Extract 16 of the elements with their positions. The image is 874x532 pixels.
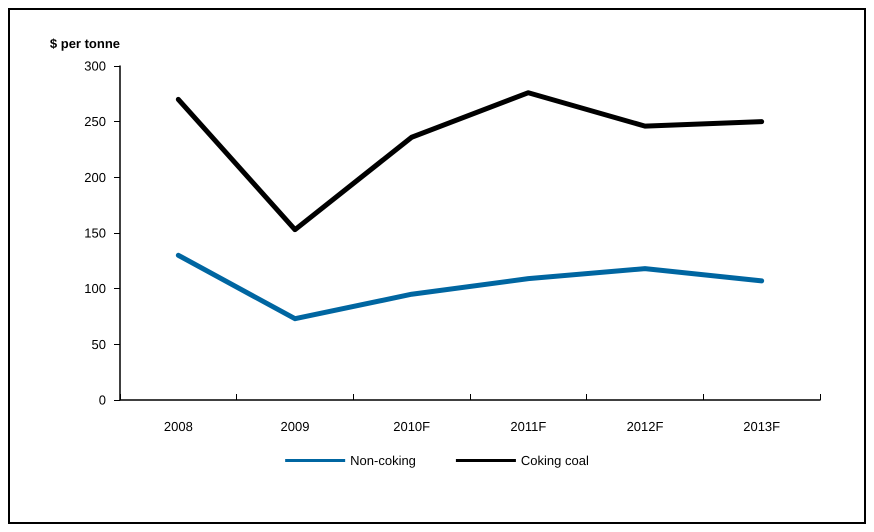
y-tick-label: 200 [84, 170, 106, 185]
y-tick-label: 300 [84, 58, 106, 74]
x-tick-label: 2010F [393, 419, 430, 434]
x-tick-label: 2009 [280, 419, 310, 434]
y-tick-label: 0 [98, 392, 106, 408]
y-tick-label: 100 [84, 281, 106, 296]
x-tick-label: 2012F [626, 419, 664, 434]
x-tick-label: 2008 [164, 419, 193, 434]
y-tick-label: 250 [84, 114, 106, 130]
y-tick-label: 50 [92, 336, 106, 352]
legend-label: Non-coking [350, 453, 416, 468]
y-axis-title: $ per tonne [50, 36, 120, 51]
legend-label: Coking coal [520, 453, 589, 468]
x-tick-label: 2013F [743, 419, 780, 434]
y-tick-label: 150 [84, 226, 106, 240]
x-tick-label: 2011F [510, 419, 546, 434]
